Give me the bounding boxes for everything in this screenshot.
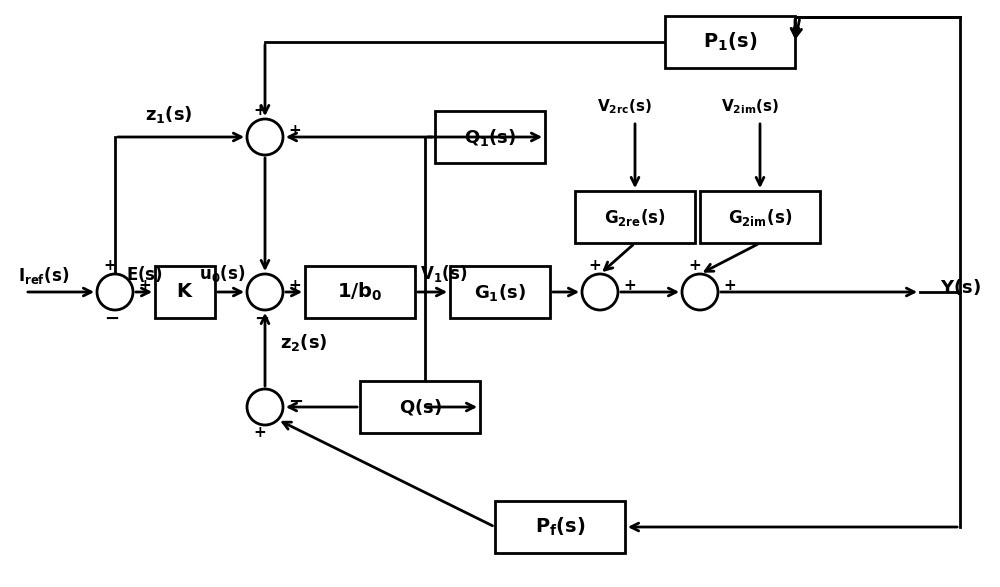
Text: $\mathbf{-}$: $\mathbf{-}$ — [288, 392, 303, 410]
Text: $\mathbf{+}$: $\mathbf{+}$ — [288, 124, 301, 138]
FancyBboxPatch shape — [665, 16, 795, 68]
Text: $\mathbf{+}$: $\mathbf{+}$ — [253, 104, 267, 118]
FancyBboxPatch shape — [305, 266, 415, 318]
Text: $\mathbf{+}$: $\mathbf{+}$ — [588, 259, 602, 273]
Text: $\mathbf{I_{ref}(s)}$: $\mathbf{I_{ref}(s)}$ — [18, 265, 69, 286]
Text: $\mathbf{Q(s)}$: $\mathbf{Q(s)}$ — [399, 397, 441, 417]
FancyBboxPatch shape — [450, 266, 550, 318]
Text: $\mathbf{z_1(s)}$: $\mathbf{z_1(s)}$ — [145, 104, 193, 125]
FancyBboxPatch shape — [495, 501, 625, 553]
Text: $\mathbf{E(s)}$: $\mathbf{E(s)}$ — [126, 264, 162, 284]
Circle shape — [247, 389, 283, 425]
Text: $\mathbf{+}$: $\mathbf{+}$ — [138, 279, 151, 293]
Circle shape — [97, 274, 133, 310]
Circle shape — [247, 274, 283, 310]
Text: $\mathbf{G_{2im}(s)}$: $\mathbf{G_{2im}(s)}$ — [728, 207, 792, 228]
Text: $\mathbf{V_{2rc}(s)}$: $\mathbf{V_{2rc}(s)}$ — [597, 97, 653, 116]
Text: $\mathbf{V_{2im}(s)}$: $\mathbf{V_{2im}(s)}$ — [721, 97, 779, 116]
Text: $\mathbf{+}$: $\mathbf{+}$ — [688, 259, 702, 273]
Text: $\mathbf{V_1(s)}$: $\mathbf{V_1(s)}$ — [420, 263, 467, 284]
FancyBboxPatch shape — [155, 266, 215, 318]
Text: $\mathbf{+}$: $\mathbf{+}$ — [623, 279, 636, 293]
Text: $\mathbf{-}$: $\mathbf{-}$ — [104, 309, 120, 327]
Text: $\mathbf{K}$: $\mathbf{K}$ — [176, 283, 194, 301]
Circle shape — [682, 274, 718, 310]
Circle shape — [582, 274, 618, 310]
Text: $\mathbf{+}$: $\mathbf{+}$ — [103, 259, 117, 273]
Text: $\mathbf{z_2(s)}$: $\mathbf{z_2(s)}$ — [280, 332, 328, 353]
Text: $\mathbf{Y(s)}$: $\mathbf{Y(s)}$ — [940, 277, 981, 297]
Text: $\mathbf{P_f(s)}$: $\mathbf{P_f(s)}$ — [535, 516, 585, 538]
Text: $\mathbf{+}$: $\mathbf{+}$ — [253, 426, 267, 440]
FancyBboxPatch shape — [435, 111, 545, 163]
Text: $\mathbf{u_0(s)}$: $\mathbf{u_0(s)}$ — [199, 263, 245, 284]
Text: $\mathbf{Q_1(s)}$: $\mathbf{Q_1(s)}$ — [464, 127, 516, 147]
FancyBboxPatch shape — [575, 191, 695, 243]
FancyBboxPatch shape — [360, 381, 480, 433]
Text: $\mathbf{+}$: $\mathbf{+}$ — [723, 279, 736, 293]
Text: $\mathbf{G_1(s)}$: $\mathbf{G_1(s)}$ — [474, 282, 526, 302]
Text: $\mathbf{G_{2re}(s)}$: $\mathbf{G_{2re}(s)}$ — [604, 207, 666, 228]
Text: $\mathbf{-}$: $\mathbf{-}$ — [254, 309, 270, 327]
Text: $\mathbf{+}$: $\mathbf{+}$ — [288, 279, 301, 293]
Text: $\mathbf{1/b_0}$: $\mathbf{1/b_0}$ — [337, 281, 383, 303]
Circle shape — [247, 119, 283, 155]
Text: $\mathbf{P_1(s)}$: $\mathbf{P_1(s)}$ — [703, 31, 757, 53]
FancyBboxPatch shape — [700, 191, 820, 243]
